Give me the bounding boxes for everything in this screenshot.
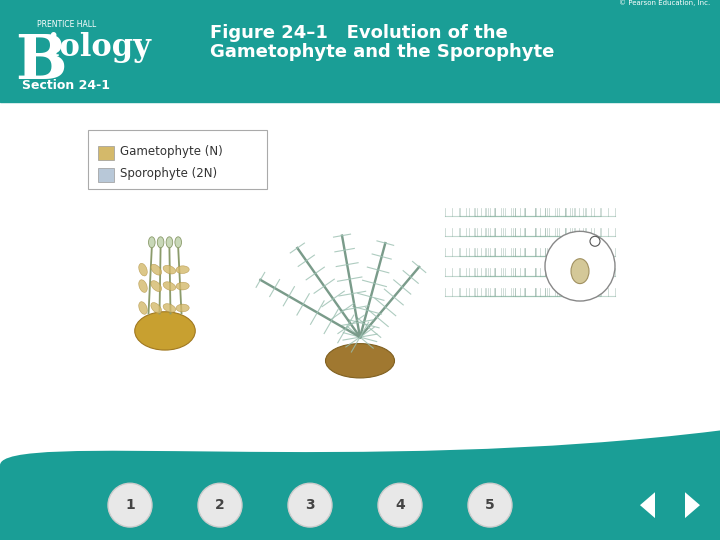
- Ellipse shape: [148, 237, 155, 248]
- Text: 4: 4: [395, 498, 405, 512]
- Text: B: B: [15, 32, 67, 92]
- Ellipse shape: [139, 280, 148, 292]
- Text: Section 24-1: Section 24-1: [22, 79, 110, 92]
- Text: Sporophyte (2N): Sporophyte (2N): [120, 167, 217, 180]
- Bar: [0, 2, 720, 102]
- Ellipse shape: [151, 302, 161, 313]
- Circle shape: [108, 483, 152, 527]
- Ellipse shape: [175, 237, 181, 248]
- Text: Gametophyte and the Sporophyte: Gametophyte and the Sporophyte: [210, 43, 554, 61]
- Ellipse shape: [139, 302, 148, 314]
- Text: iology: iology: [48, 32, 151, 63]
- Text: Seed plants: Seed plants: [549, 465, 631, 480]
- Text: 2: 2: [215, 498, 225, 512]
- Ellipse shape: [325, 343, 395, 378]
- Bar: [0, 2, 720, 102]
- Ellipse shape: [163, 282, 176, 291]
- Ellipse shape: [166, 237, 173, 248]
- Text: © Pearson Education, Inc.: © Pearson Education, Inc.: [618, 0, 710, 6]
- Ellipse shape: [176, 304, 189, 312]
- Polygon shape: [640, 492, 655, 518]
- Ellipse shape: [176, 266, 189, 273]
- Text: Bryophytes: Bryophytes: [125, 465, 204, 480]
- Bar: [0, 465, 720, 540]
- Text: PRENTICE HALL: PRENTICE HALL: [37, 20, 96, 29]
- Ellipse shape: [163, 303, 176, 312]
- Ellipse shape: [157, 237, 164, 248]
- PathPatch shape: [0, 96, 720, 490]
- Ellipse shape: [151, 281, 161, 292]
- FancyBboxPatch shape: [88, 130, 267, 188]
- Ellipse shape: [571, 259, 589, 284]
- Bar: [98, 146, 114, 160]
- PathPatch shape: [0, 430, 720, 465]
- Text: Gametophyte (N): Gametophyte (N): [120, 145, 222, 158]
- Circle shape: [288, 483, 332, 527]
- Text: 3: 3: [305, 498, 315, 512]
- Text: Ferns: Ferns: [341, 465, 379, 480]
- Text: 1: 1: [125, 498, 135, 512]
- Ellipse shape: [139, 264, 148, 276]
- Circle shape: [545, 231, 615, 301]
- Ellipse shape: [135, 312, 195, 350]
- Bar: [0, 97, 720, 490]
- Ellipse shape: [176, 282, 189, 290]
- Ellipse shape: [151, 264, 161, 275]
- Polygon shape: [685, 492, 700, 518]
- Circle shape: [198, 483, 242, 527]
- Text: 5: 5: [485, 498, 495, 512]
- Text: Figure 24–1   Evolution of the: Figure 24–1 Evolution of the: [210, 24, 508, 42]
- Circle shape: [468, 483, 512, 527]
- Bar: [98, 167, 114, 181]
- Ellipse shape: [163, 265, 176, 274]
- Circle shape: [378, 483, 422, 527]
